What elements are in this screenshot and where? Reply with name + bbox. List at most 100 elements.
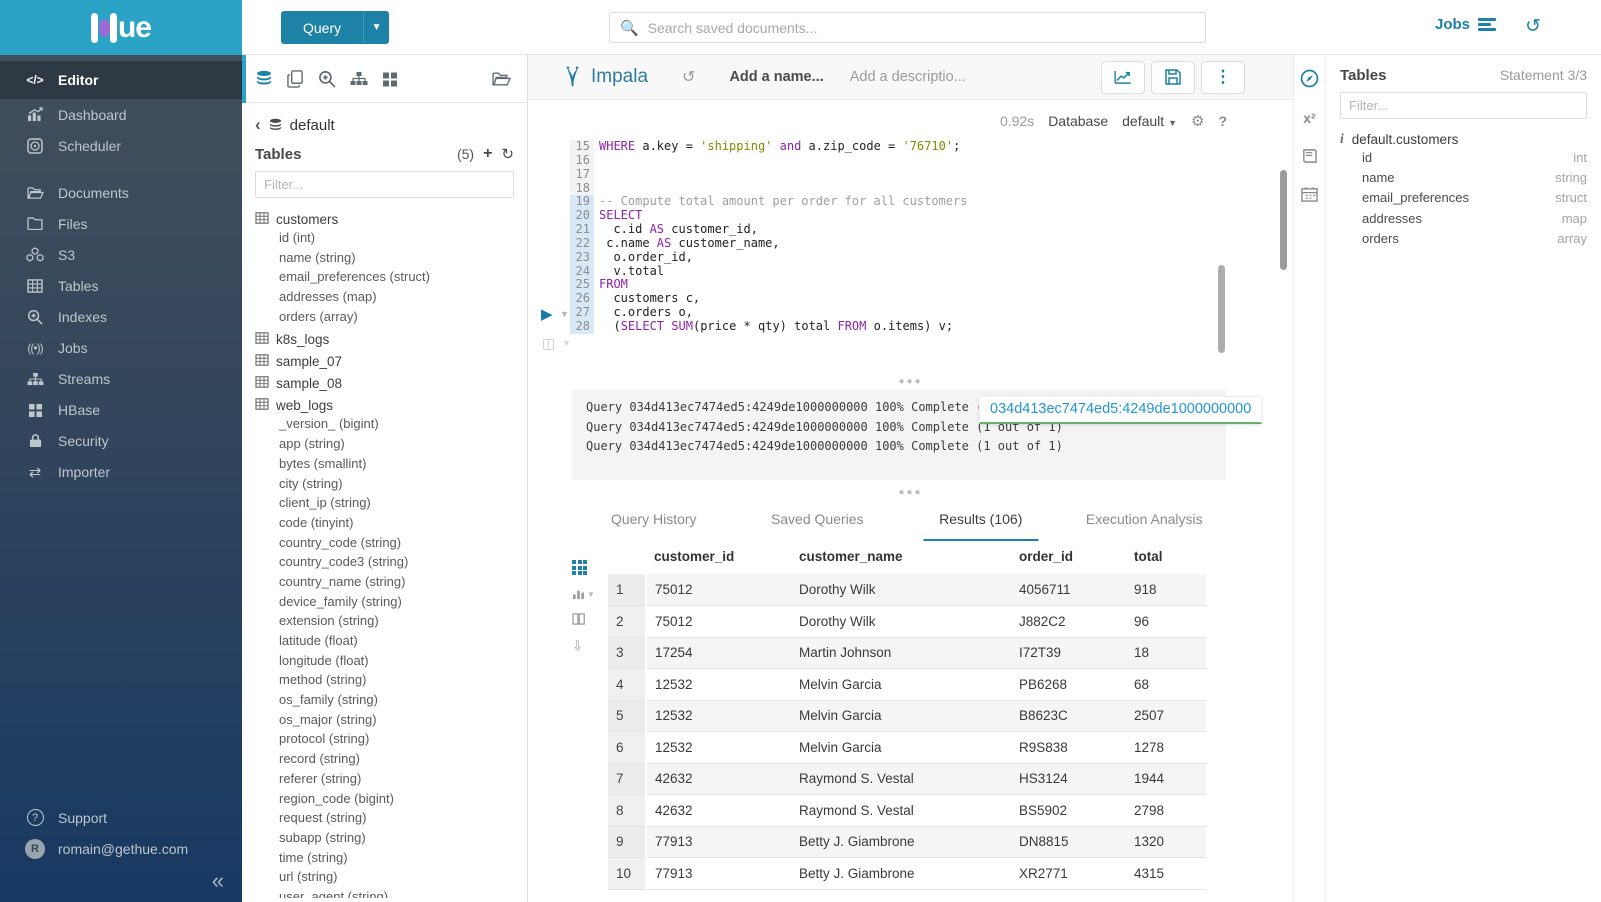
table-row[interactable]: 7 42632 Raymond S. Vestal HS3124 1944: [608, 763, 1206, 795]
right-column-id[interactable]: id int: [1362, 149, 1587, 165]
assist-column[interactable]: referer (string): [279, 770, 362, 786]
right-column-email_preferences[interactable]: email_preferences struct: [1362, 190, 1587, 206]
columns-icon[interactable]: [572, 613, 596, 625]
right-column-orders[interactable]: orders array: [1362, 230, 1587, 246]
code-line-20[interactable]: 20 SELECT: [570, 208, 1253, 224]
resize-handle-top[interactable]: ●●●: [898, 376, 923, 387]
main-scrollbar[interactable]: [1280, 170, 1287, 270]
column-header[interactable]: customer_id: [654, 549, 735, 564]
sidebar-item-files[interactable]: Files: [0, 208, 242, 239]
help-icon[interactable]: ?: [1218, 113, 1227, 129]
tab-saved-queries[interactable]: Saved Queries: [770, 511, 864, 527]
query-button-label[interactable]: Query: [281, 11, 364, 44]
right-filter-input[interactable]: [1340, 92, 1587, 119]
assist-column[interactable]: method (string): [279, 672, 367, 688]
assist-column[interactable]: country_code (string): [279, 534, 402, 550]
table-row[interactable]: 6 12532 Melvin Garcia R9S838 1278: [608, 731, 1206, 764]
settings-gear-icon[interactable]: ⚙: [1190, 113, 1205, 130]
assist-column[interactable]: orders (array): [279, 308, 358, 324]
table-row[interactable]: 10 77913 Betty J. Giambrone XR2771 4315: [608, 857, 1206, 890]
sql-code-editor[interactable]: 15 WHERE a.key = 'shipping' and a.zip_cod…: [570, 139, 1253, 385]
sidebar-item-streams[interactable]: Streams: [0, 363, 242, 394]
quick-docs-icon[interactable]: [1300, 69, 1319, 88]
snippet-history-icon[interactable]: ↺: [682, 69, 696, 86]
code-line-15[interactable]: 15 WHERE a.key = 'shipping' and a.zip_cod…: [570, 139, 1253, 154]
collapse-sidebar-icon[interactable]: «: [211, 868, 224, 893]
documents-source-icon[interactable]: [287, 69, 304, 88]
search-input[interactable]: [647, 19, 1195, 36]
code-line-27[interactable]: 27 c.orders o,: [570, 305, 1253, 320]
assist-column[interactable]: protocol (string): [279, 731, 370, 747]
assist-column[interactable]: record (string): [279, 751, 360, 767]
code-line-21[interactable]: 21 c.id AS customer_id,: [570, 222, 1253, 237]
assist-column[interactable]: country_code3 (string): [279, 554, 409, 570]
code-line-22[interactable]: 22 c.name AS customer_name,: [570, 236, 1253, 251]
engine-name[interactable]: Impala: [591, 66, 649, 87]
explain-options-caret[interactable]: ▼: [562, 338, 571, 348]
table-row[interactable]: 1 75012 Dorothy Wilk 4056711 918: [608, 574, 1206, 606]
database-source-icon[interactable]: [255, 70, 273, 87]
assist-column[interactable]: code (tinyint): [279, 514, 354, 530]
new-query-button[interactable]: Query ▼: [281, 11, 390, 44]
assist-column[interactable]: user_agent (string): [279, 888, 389, 898]
code-line-16[interactable]: 16: [570, 153, 1253, 168]
resize-handle-bottom[interactable]: ●●●: [898, 487, 923, 498]
more-actions-button[interactable]: ⋮: [1201, 60, 1245, 94]
sidebar-item-editor[interactable]: </> Editor: [0, 61, 242, 99]
sidebar-item-scheduler[interactable]: Scheduler: [0, 130, 242, 161]
hbase-source-icon[interactable]: [382, 71, 398, 87]
column-header[interactable]: total: [1134, 549, 1163, 564]
table-row[interactable]: 8 42632 Raymond S. Vestal BS5902 2798: [608, 794, 1206, 827]
save-button[interactable]: [1151, 60, 1195, 94]
query-dropdown-caret[interactable]: ▼: [363, 11, 390, 44]
assist-column[interactable]: region_code (bigint): [279, 790, 394, 806]
refresh-tables-icon[interactable]: ↻: [501, 146, 514, 163]
sidebar-item-jobs[interactable]: ((•)) Jobs: [0, 332, 242, 363]
assist-column[interactable]: device_family (string): [279, 593, 402, 609]
assist-column[interactable]: id (int): [279, 230, 316, 245]
column-header[interactable]: customer_name: [799, 549, 903, 564]
download-icon[interactable]: ⇩: [572, 638, 583, 653]
hue-logo[interactable]: ue: [0, 0, 242, 55]
table-row[interactable]: 4 12532 Melvin Garcia PB6268 68: [608, 668, 1206, 701]
code-line-28[interactable]: 28 (SELECT SUM(price * qty) total FROM o…: [570, 319, 1253, 334]
sidebar-item-hbase[interactable]: HBase: [0, 394, 242, 425]
sidebar-item-importer[interactable]: ⇄ Importer: [0, 456, 242, 487]
active-table[interactable]: i default.customers: [1340, 131, 1587, 147]
execute-query-button[interactable]: ▶: [541, 306, 553, 323]
assist-column[interactable]: bytes (smallint): [279, 455, 367, 471]
job-id-link[interactable]: 034d413ec7474ed5:4249de1000000000: [979, 396, 1263, 424]
assist-column[interactable]: request (string): [279, 810, 367, 826]
assist-column[interactable]: addresses (map): [279, 289, 377, 305]
query-name-field[interactable]: Add a name...: [729, 69, 824, 85]
table-row[interactable]: 2 75012 Dorothy Wilk J882C2 96: [608, 605, 1206, 638]
assist-column[interactable]: os_family (string): [279, 692, 378, 708]
assist-table-k8s_logs[interactable]: k8s_logs: [255, 328, 527, 350]
right-column-name[interactable]: name string: [1362, 169, 1587, 185]
assist-column[interactable]: os_major (string): [279, 711, 377, 727]
editor-scrollbar[interactable]: [1218, 265, 1225, 353]
add-table-icon[interactable]: +: [483, 145, 493, 162]
assist-column[interactable]: city (string): [279, 475, 343, 491]
sidebar-item-documents[interactable]: Documents: [0, 177, 242, 208]
chart-view-icon[interactable]: ▼: [572, 588, 596, 600]
code-line-23[interactable]: 23 o.order_id,: [570, 250, 1253, 265]
info-icon[interactable]: i: [1340, 131, 1344, 146]
assist-table-sample_08[interactable]: sample_08: [255, 372, 527, 394]
assist-column[interactable]: name (string): [279, 249, 356, 265]
language-reference-icon[interactable]: [1301, 148, 1318, 164]
query-history-icon[interactable]: ↺: [1525, 16, 1541, 37]
assist-column[interactable]: subapp (string): [279, 829, 366, 845]
grid-view-icon[interactable]: [572, 560, 596, 575]
table-row[interactable]: 3 17254 Martin Johnson I72T39 18: [608, 637, 1206, 669]
code-line-25[interactable]: 25 FROM: [570, 278, 1253, 293]
tab-query-history[interactable]: Query History: [610, 511, 697, 527]
code-line-17[interactable]: 17: [570, 167, 1253, 182]
functions-icon[interactable]: x²: [1303, 110, 1316, 126]
jobs-link[interactable]: Jobs: [1435, 16, 1496, 33]
column-header[interactable]: order_id: [1019, 549, 1074, 564]
explain-book-icon[interactable]: ◫: [542, 335, 556, 351]
assist-back-icon[interactable]: ‹: [255, 115, 261, 134]
streams-source-icon[interactable]: [350, 71, 368, 86]
